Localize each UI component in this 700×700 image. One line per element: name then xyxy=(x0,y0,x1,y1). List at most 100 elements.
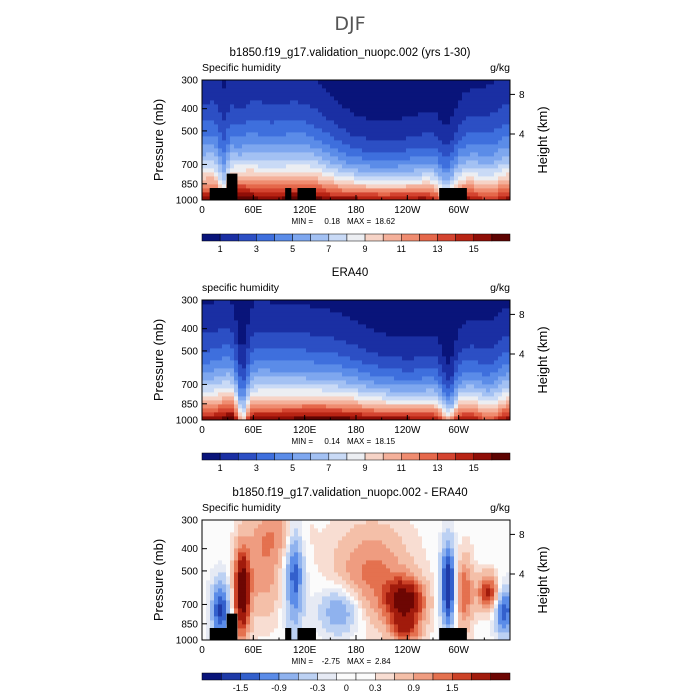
heatmap-cell xyxy=(370,404,375,409)
heatmap-cell xyxy=(446,80,451,85)
heatmap-cell xyxy=(394,116,399,121)
heatmap-cell xyxy=(386,400,391,405)
heatmap-cell xyxy=(414,80,419,85)
heatmap-cell xyxy=(306,164,311,169)
heatmap-cell xyxy=(266,324,271,329)
heatmap-cell xyxy=(222,164,227,169)
heatmap-cell xyxy=(498,416,503,421)
heatmap-cell xyxy=(206,172,211,177)
heatmap-cell xyxy=(402,180,407,185)
heatmap-cell xyxy=(206,416,211,421)
heatmap-cell xyxy=(226,104,231,109)
heatmap-cell xyxy=(330,376,335,381)
heatmap-cell xyxy=(450,312,455,317)
heatmap-cell xyxy=(302,180,307,185)
heatmap-cell xyxy=(322,160,327,165)
heatmap-cell xyxy=(290,336,295,341)
heatmap-cell xyxy=(310,408,315,413)
heatmap-cell xyxy=(330,372,335,377)
heatmap-cell xyxy=(366,312,371,317)
heatmap-cell xyxy=(378,324,383,329)
heatmap-cell xyxy=(338,344,343,349)
heatmap-cell xyxy=(474,404,479,409)
heatmap-cell xyxy=(490,104,495,109)
heatmap-cell xyxy=(222,172,227,177)
heatmap-cell xyxy=(458,320,463,325)
heatmap-cell xyxy=(346,156,351,161)
heatmap-cell xyxy=(430,300,435,305)
heatmap-cell xyxy=(246,168,251,173)
heatmap-cell xyxy=(438,168,443,173)
heatmap-cell xyxy=(214,304,219,309)
heatmap-cell xyxy=(426,112,431,117)
heatmap-cell xyxy=(218,176,223,181)
heatmap-cell xyxy=(346,128,351,133)
heatmap-cell xyxy=(382,320,387,325)
heatmap-cell xyxy=(346,124,351,129)
heatmap-cell xyxy=(482,400,487,405)
heatmap-cell xyxy=(378,388,383,393)
heatmap-cell xyxy=(422,152,427,157)
heatmap-cell xyxy=(286,352,291,357)
heatmap-cell xyxy=(342,304,347,309)
heatmap-cell xyxy=(390,188,395,193)
heatmap-cell xyxy=(450,372,455,377)
heatmap-cell xyxy=(202,580,207,585)
heatmap-cell xyxy=(418,188,423,193)
heatmap-cell xyxy=(474,400,479,405)
heatmap-cell xyxy=(366,180,371,185)
heatmap-cell xyxy=(414,416,419,421)
heatmap-cell xyxy=(494,148,499,153)
heatmap-cell xyxy=(418,376,423,381)
heatmap-cell xyxy=(410,356,415,361)
heatmap-cell xyxy=(402,88,407,93)
heatmap-cell xyxy=(414,180,419,185)
heatmap-cell xyxy=(390,116,395,121)
heatmap-cell xyxy=(326,392,331,397)
heatmap-cell xyxy=(230,100,235,105)
heatmap-cell xyxy=(282,112,287,117)
heatmap-cell xyxy=(434,120,439,125)
heatmap-cell xyxy=(438,112,443,117)
heatmap-cell xyxy=(498,100,503,105)
heatmap-cell xyxy=(226,592,231,597)
heatmap-cell xyxy=(502,300,507,305)
heatmap-cell xyxy=(430,372,435,377)
heatmap-cell xyxy=(366,184,371,189)
heatmap-cell xyxy=(426,124,431,129)
heatmap-cell xyxy=(210,404,215,409)
heatmap-cell xyxy=(282,396,287,401)
heatmap-cell xyxy=(462,336,467,341)
heatmap-cell xyxy=(406,360,411,365)
heatmap-cell xyxy=(246,328,251,333)
heatmap-cell xyxy=(342,312,347,317)
heatmap-cell xyxy=(226,80,231,85)
heatmap-cell xyxy=(298,316,303,321)
heatmap-cell xyxy=(482,88,487,93)
heatmap-cell xyxy=(418,80,423,85)
heatmap-cell xyxy=(450,164,455,169)
heatmap-cell xyxy=(350,100,355,105)
heatmap-cell xyxy=(206,160,211,165)
heatmap-cell xyxy=(354,352,359,357)
heatmap-cell xyxy=(326,144,331,149)
heatmap-cell xyxy=(414,372,419,377)
heatmap-cell xyxy=(214,172,219,177)
heatmap-cell xyxy=(290,372,295,377)
heatmap-cell xyxy=(426,336,431,341)
heatmap-cell xyxy=(294,196,299,201)
heatmap-cell xyxy=(390,404,395,409)
heatmap-cell xyxy=(422,180,427,185)
heatmap-cell xyxy=(246,196,251,201)
heatmap-cell xyxy=(210,96,215,101)
heatmap-cell xyxy=(422,392,427,397)
heatmap-cell xyxy=(294,128,299,133)
heatmap-cell xyxy=(262,416,267,421)
heatmap-cell xyxy=(262,152,267,157)
colorbar-box xyxy=(419,233,438,242)
heatmap-cell xyxy=(490,364,495,369)
heatmap-cell xyxy=(454,152,459,157)
heatmap-cell xyxy=(374,96,379,101)
heatmap-cell xyxy=(210,108,215,113)
heatmap-cell xyxy=(210,156,215,161)
